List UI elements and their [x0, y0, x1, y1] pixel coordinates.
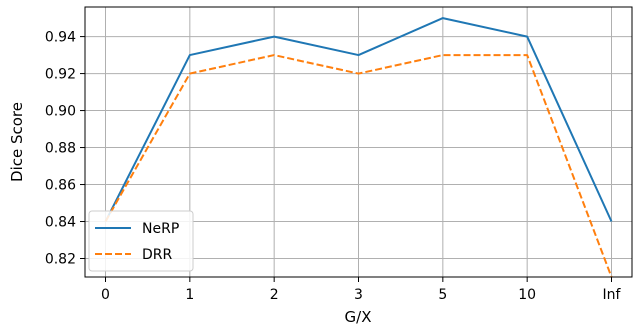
x-axis-label: G/X	[345, 308, 372, 326]
x-tick-label: 3	[354, 287, 363, 303]
legend: NeRP DRR	[88, 210, 194, 272]
x-tick-label: 0	[101, 287, 110, 303]
y-tick-label: 0.88	[45, 141, 76, 157]
x-axis: 0 1 2 3 5 10 Inf	[101, 277, 622, 303]
x-tick-label: 5	[438, 287, 447, 303]
legend-box	[88, 210, 194, 272]
y-tick-label: 0.94	[45, 30, 76, 46]
x-tick-label: 10	[518, 287, 536, 303]
y-axis: 0.82 0.84 0.86 0.88 0.90 0.92 0.94	[45, 30, 85, 268]
legend-label-nerp: NeRP	[142, 221, 179, 237]
y-tick-label: 0.92	[45, 67, 76, 83]
series-line-nerp	[104, 17, 613, 222]
x-tick-label: 2	[270, 287, 279, 303]
series-lines	[104, 17, 613, 278]
series-line-drr	[104, 54, 613, 278]
y-tick-label: 0.84	[45, 215, 76, 231]
y-tick-label: 0.90	[45, 104, 76, 120]
y-tick-label: 0.82	[45, 252, 76, 268]
y-axis-label: Dice Score	[8, 102, 26, 182]
x-tick-label: Inf	[603, 287, 622, 303]
y-tick-label: 0.86	[45, 178, 76, 194]
x-tick-label: 1	[185, 287, 194, 303]
legend-label-drr: DRR	[142, 247, 173, 263]
